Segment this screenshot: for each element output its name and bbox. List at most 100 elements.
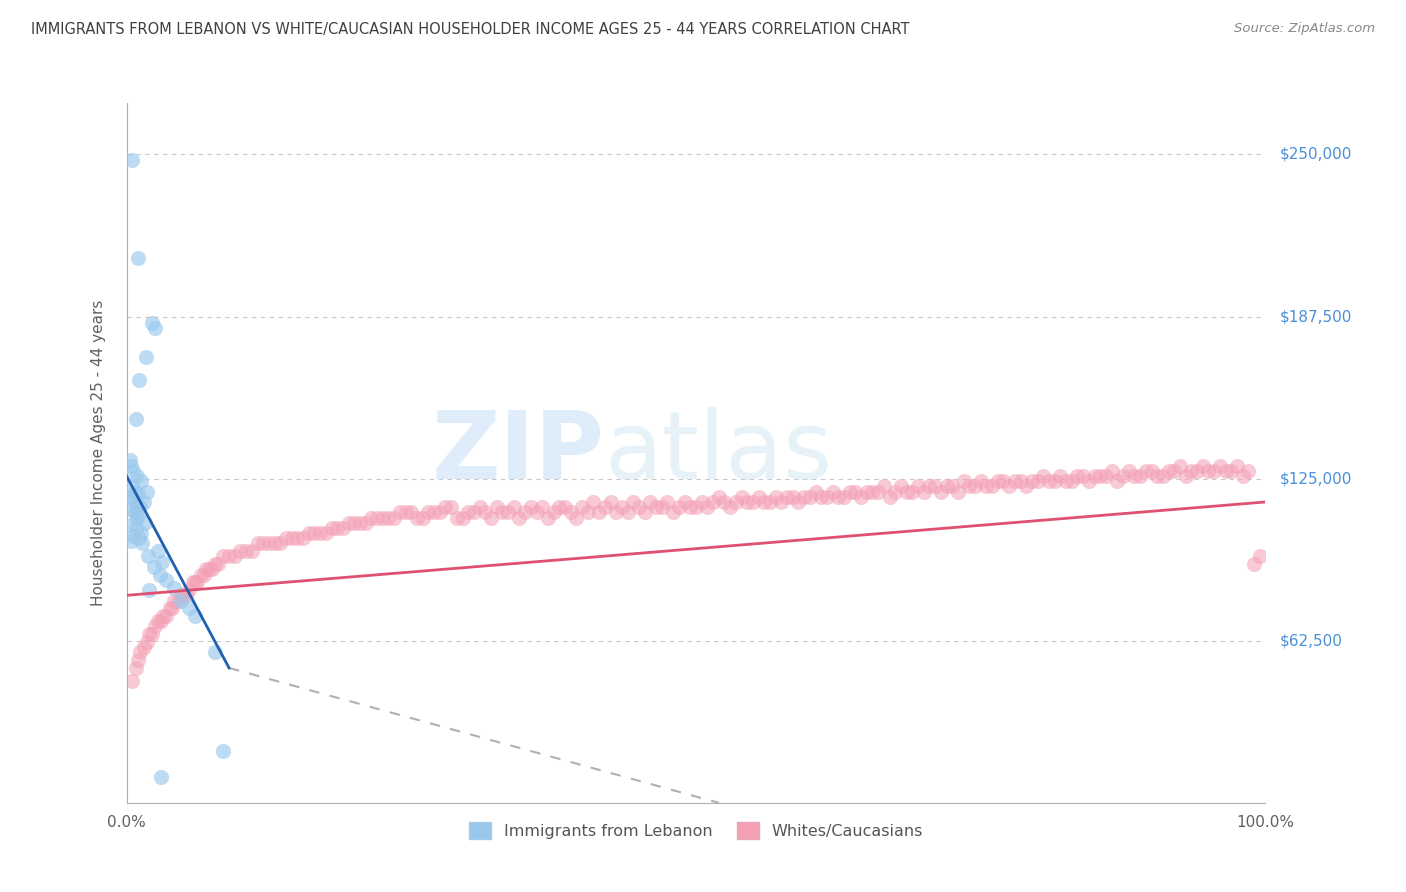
Point [1140,464,1163,478]
Point [163,593,186,607]
Point [451,510,474,524]
Point [759,495,782,509]
Text: ZIP: ZIP [432,407,605,499]
Point [360,510,382,524]
Point [204,645,226,659]
Text: $250,000: $250,000 [1279,147,1351,162]
Point [707,490,730,504]
Point [429,505,451,519]
Point [1174,469,1197,483]
Point [309,526,332,541]
Point [121,502,143,516]
Point [912,484,935,499]
Point [782,490,804,504]
Point [485,500,508,515]
Point [193,567,215,582]
Point [827,490,849,504]
Point [128,531,150,545]
Point [838,484,860,499]
Point [155,609,177,624]
Point [269,536,291,550]
Point [1215,464,1237,478]
Point [129,645,152,659]
Point [702,495,724,509]
Point [138,627,160,641]
Point [1010,474,1032,488]
Point [349,516,371,530]
Point [957,479,980,493]
Point [127,508,149,522]
Point [754,495,776,509]
Point [274,531,297,545]
Point [326,521,349,535]
Point [765,490,787,504]
Point [987,474,1010,488]
Y-axis label: Householder Income Ages 25 - 44 years: Householder Income Ages 25 - 44 years [91,300,105,606]
Point [901,484,924,499]
Point [124,412,146,426]
Point [657,495,679,509]
Point [1152,469,1174,483]
Point [963,479,986,493]
Point [1249,549,1271,564]
Point [150,555,173,569]
Point [149,770,172,784]
Point [127,653,149,667]
Point [1243,558,1265,572]
Point [502,500,524,515]
Point [337,516,360,530]
Point [125,469,148,483]
Point [235,544,257,558]
Point [388,505,411,519]
Point [634,505,657,519]
Point [127,251,149,265]
Point [976,479,998,493]
Point [463,505,485,519]
Point [862,484,884,499]
Point [621,495,644,509]
Point [929,484,952,499]
Point [1157,464,1180,478]
Point [1084,469,1107,483]
Point [993,474,1015,488]
Point [132,495,155,509]
Point [941,479,963,493]
Point [696,500,718,515]
Point [1090,469,1112,483]
Point [440,500,463,515]
Point [120,533,142,548]
Point [124,661,146,675]
Point [582,495,605,509]
Point [252,536,274,550]
Point [1204,464,1226,478]
Point [593,500,616,515]
Point [141,627,163,641]
Point [787,495,810,509]
Text: Source: ZipAtlas.com: Source: ZipAtlas.com [1234,22,1375,36]
Point [508,510,530,524]
Point [879,490,901,504]
Point [1032,469,1054,483]
Text: IMMIGRANTS FROM LEBANON VS WHITE/CAUCASIAN HOUSEHOLDER INCOME AGES 25 - 44 YEARS: IMMIGRANTS FROM LEBANON VS WHITE/CAUCASI… [31,22,910,37]
Text: atlas: atlas [605,407,834,499]
Point [1191,458,1213,473]
Point [474,505,496,519]
Point [155,573,177,587]
Point [371,510,394,524]
Point [1146,469,1168,483]
Point [890,479,912,493]
Point [907,479,929,493]
Point [724,495,747,509]
Point [120,458,142,473]
Point [148,614,170,628]
Point [924,479,946,493]
Point [321,521,343,535]
Point [998,479,1021,493]
Point [935,479,957,493]
Point [166,593,188,607]
Point [690,495,713,509]
Point [685,500,707,515]
Point [884,484,907,499]
Point [1123,469,1146,483]
Point [181,575,204,590]
